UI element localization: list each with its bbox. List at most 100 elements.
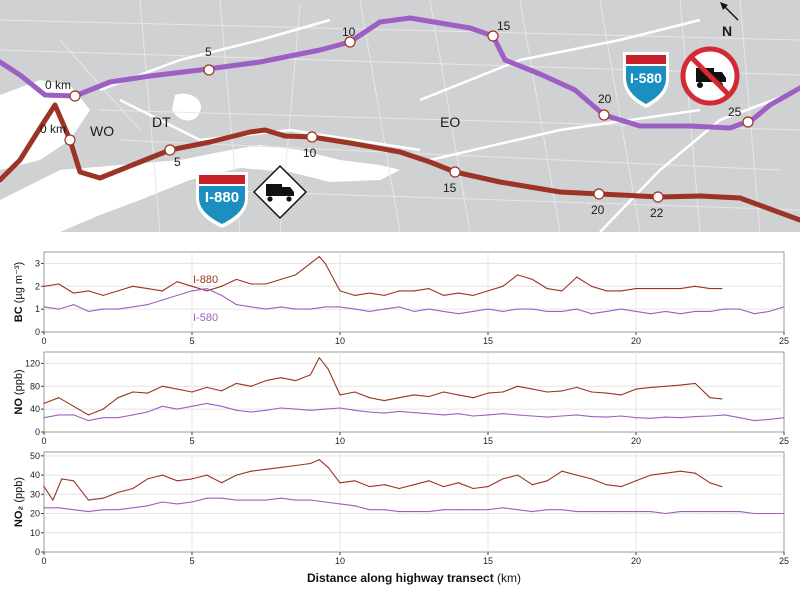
data-point [576,308,578,310]
data-point [428,395,430,398]
data-point [221,482,223,484]
data-point [206,497,208,499]
data-point [265,468,267,470]
data-point [43,417,45,419]
data-point [753,512,756,515]
data-point [502,391,504,393]
data-point [487,509,489,511]
data-point [161,405,163,407]
data-point [206,386,208,389]
data-point [354,294,356,297]
data-point [665,472,667,474]
data-point [398,397,400,399]
data-point [428,308,430,310]
data-point [102,509,104,511]
data-point [383,294,385,297]
data-point [250,411,252,413]
marker-dot [164,144,176,156]
marker-label: 20 [598,92,612,106]
data-point [206,290,208,292]
data-point [472,397,474,399]
data-point [635,417,637,419]
data-point [783,417,785,419]
data-point [561,290,563,292]
data-point [235,382,237,385]
x-tick-label: 5 [189,556,194,566]
data-point [398,511,400,513]
data-point [318,357,320,359]
data-point [591,415,593,418]
data-point [428,480,430,482]
data-point [694,310,696,313]
data-point [398,487,400,490]
data-point [265,379,267,382]
data-point [206,287,208,290]
data-point [591,478,593,480]
data-point [383,412,385,414]
data-point [576,511,578,513]
data-point [235,303,237,306]
y-tick-label: 2 [35,281,40,291]
data-point [576,414,578,416]
marker-dot [598,109,610,121]
data-point [221,497,223,499]
data-point [235,409,237,411]
data-point [443,509,445,511]
data-point [635,310,637,313]
marker-label: 22 [650,206,664,220]
data-point [635,511,637,513]
data-point [531,308,534,310]
plot-area [43,451,785,553]
data-point [43,306,45,308]
plot-area [43,251,785,333]
data-point [605,290,608,292]
data-point [768,310,770,313]
region-label-eo: EO [440,114,460,130]
marker-dot [344,36,356,48]
data-point [591,285,593,287]
data-point [502,507,504,509]
data-point [206,402,208,405]
data-point [620,486,622,488]
data-point [591,391,593,393]
x-tick-label: 25 [779,436,789,446]
region-label-wo: WO [90,123,114,139]
data-point [73,480,75,482]
x-tick-label: 15 [483,336,493,346]
data-point [295,464,297,467]
data-point [679,470,682,472]
marker-dot [69,90,81,102]
data-point [235,499,237,501]
data-point [457,482,459,484]
data-point [721,486,723,488]
data-point [354,480,356,482]
data-point [132,285,134,287]
data-point [502,310,504,313]
data-point [117,308,119,310]
data-point [295,499,297,501]
data-point [457,292,459,294]
data-point [694,415,696,418]
marker-dot [64,134,76,146]
data-point [354,505,356,507]
region-label-dt: DT [152,114,171,130]
data-point [117,491,119,493]
data-point [265,308,267,310]
data-point [413,310,415,313]
data-point [443,414,445,416]
data-point [102,417,104,419]
data-point [531,415,534,417]
marker-label: 5 [205,45,212,59]
data-point [605,392,608,394]
data-point [369,397,371,399]
i880-shield-icon: I-880 [196,172,248,228]
data-point [309,262,311,265]
data-point [709,397,711,399]
data-point [457,394,459,396]
data-point [280,278,282,281]
data-point [546,287,548,290]
data-point [753,313,756,315]
data-point [709,482,711,484]
data-point [43,285,45,287]
data-point [147,287,149,290]
